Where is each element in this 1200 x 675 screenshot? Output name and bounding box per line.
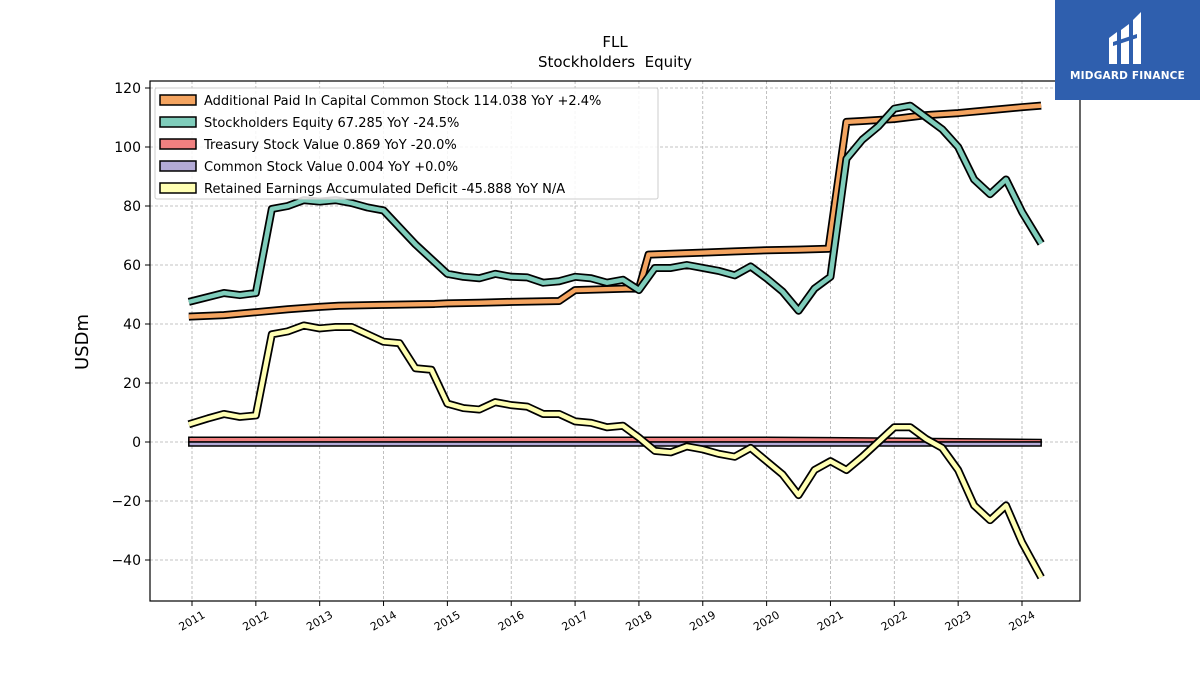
line-retained-earnings-outline	[187, 321, 1045, 580]
x-tick-label: 2014	[368, 608, 399, 633]
line-stockholders-equity	[188, 103, 1044, 313]
x-tick-label: 2015	[432, 608, 463, 633]
legend-entry: Common Stock Value 0.004 YoY +0.0%	[204, 160, 458, 175]
x-tick-label: 2022	[879, 608, 910, 633]
area-fills	[188, 436, 1042, 447]
y-tick-label: 80	[123, 199, 141, 215]
y-axis-label: USDm	[72, 314, 93, 370]
legend-swatch	[159, 116, 197, 128]
x-tick-label: 2020	[751, 608, 782, 633]
legend-entry: Stockholders Equity 67.285 YoY -24.5%	[204, 116, 459, 131]
bank-logo-icon	[1109, 12, 1141, 64]
x-axis: 2011 2012 2013 2014 2015 2016 2017 2018 2019 2020…	[177, 601, 1038, 634]
x-tick-label: 2021	[815, 608, 846, 633]
legend-swatch	[159, 160, 197, 172]
y-tick-label: 60	[123, 258, 141, 274]
y-tick-label: −40	[111, 553, 141, 569]
legend: Additional Paid In Capital Common Stock …	[154, 87, 659, 200]
x-tick-label: 2024	[1007, 608, 1038, 633]
chart-subtitle: Stockholders Equity	[538, 53, 692, 71]
y-tick-label: 100	[114, 140, 141, 156]
y-tick-label: 0	[132, 435, 141, 451]
legend-entry: Retained Earnings Accumulated Deficit -4…	[204, 182, 565, 197]
x-tick-label: 2018	[624, 608, 655, 633]
brand-badge: MIDGARD FINANCE	[1055, 0, 1200, 100]
x-tick-label: 2017	[560, 608, 591, 633]
x-tick-label: 2013	[304, 608, 335, 633]
area-common-stock-value	[188, 441, 1042, 447]
x-tick-label: 2012	[240, 608, 271, 633]
legend-swatch	[159, 182, 197, 194]
legend-swatch	[159, 138, 197, 150]
plot-frame	[149, 80, 1081, 602]
y-tick-label: 40	[123, 317, 141, 333]
line-retained-earnings	[188, 323, 1044, 579]
legend-entry: Treasury Stock Value 0.869 YoY -20.0%	[203, 138, 457, 153]
legend-box	[154, 87, 659, 200]
brand-name: MIDGARD FINANCE	[1070, 70, 1185, 82]
series-lines	[187, 101, 1045, 580]
chart-title: FLL	[602, 33, 628, 51]
x-tick-label: 2023	[943, 608, 974, 633]
y-tick-label: 120	[114, 81, 141, 97]
area-treasury-stock-value	[188, 436, 1042, 443]
y-axis: −40 −20 0 20 40 60 80 100 120	[111, 81, 150, 569]
y-tick-label: −20	[111, 494, 141, 510]
legend-entry: Additional Paid In Capital Common Stock …	[204, 94, 601, 109]
x-tick-label: 2016	[496, 608, 527, 633]
legend-swatch	[159, 94, 197, 106]
x-tick-label: 2019	[687, 608, 718, 633]
y-tick-label: 20	[123, 376, 141, 392]
x-tick-label: 2011	[177, 608, 208, 633]
